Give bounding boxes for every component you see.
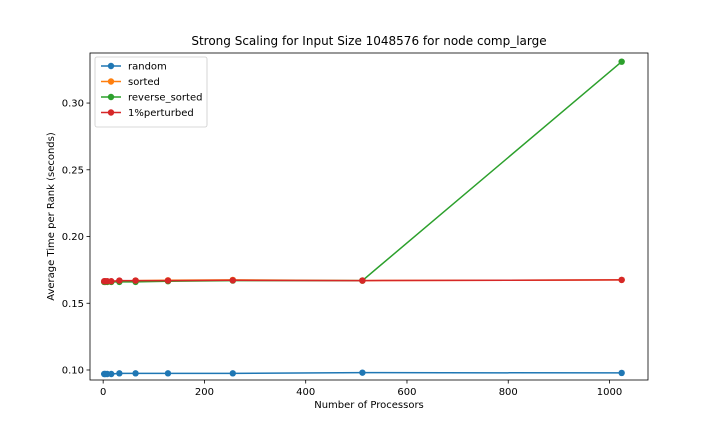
data-point [132,277,139,284]
data-point [164,370,172,377]
y-tick-label: 0.30 [62,99,84,110]
legend-marker [107,62,115,70]
series-layer [100,58,625,378]
data-point [164,277,172,284]
x-tick-label: 0 [100,387,106,398]
chart-title: Strong Scaling for Input Size 1048576 fo… [191,34,546,48]
x-tick-label: 400 [296,387,315,398]
legend-marker [107,78,115,85]
plot-frame [89,52,649,381]
legend-label: 1%perturbed [128,108,194,119]
legend-label: random [128,62,167,73]
data-point [359,369,366,376]
data-point [132,370,139,377]
data-point [618,276,625,284]
data-point [116,370,123,377]
axes-layer: 0 200 400 600 800 1000 0.10 0.15 0.20 0.25 0.30 [62,52,649,398]
data-point [359,277,366,284]
legend-marker [107,93,115,101]
y-tick-label: 0.15 [62,299,84,310]
data-point [108,278,115,285]
x-tick-label: 1000 [597,387,622,398]
data-point [229,277,236,284]
legend-label: sorted [128,77,160,88]
data-point [229,370,236,377]
legend-marker [107,109,115,116]
y-axis-label: Average Time per Rank (seconds) [46,132,57,301]
y-tick-label: 0.20 [62,232,84,243]
legend: random sorted reverse_sorted 1%perturbed [94,56,208,128]
y-tick-label: 0.25 [62,165,84,176]
data-point [618,369,625,377]
x-axis-label: Number of Processors [314,400,424,411]
y-tick-label: 0.10 [62,365,84,376]
x-tick-label: 600 [397,387,416,398]
x-tick-label: 800 [499,387,518,398]
legend-label: reverse_sorted [128,93,202,104]
legend-box [94,56,208,128]
data-point [116,277,123,284]
data-point [618,58,625,65]
data-point [108,370,115,378]
x-tick-label: 200 [195,387,214,398]
